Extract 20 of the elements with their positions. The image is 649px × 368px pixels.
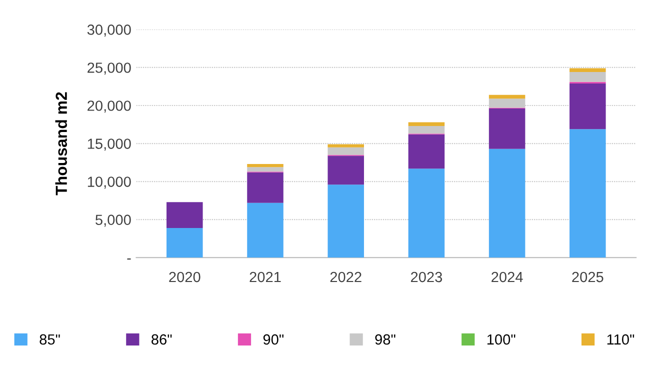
y-tick-label: 10,000 — [88, 176, 131, 189]
x-tick-label: 2023 — [410, 272, 442, 282]
x-tick-label: 2024 — [492, 272, 523, 282]
y-tick-label: 5,000 — [96, 214, 131, 227]
y-tick-label: 20,000 — [88, 100, 131, 113]
y-tick-label: - — [127, 258, 131, 260]
legend-label: 100" — [487, 334, 516, 345]
x-tick-label: 2025 — [572, 272, 604, 282]
y-axis-title: Thousand m2 — [55, 92, 68, 196]
x-tick-label: 2022 — [330, 272, 362, 282]
x-tick-label: 2021 — [250, 272, 281, 282]
legend-label: 90" — [263, 334, 284, 345]
legend-label: 86" — [152, 334, 172, 345]
legend-label: 110" — [607, 334, 634, 345]
x-tick-label: 2020 — [169, 272, 200, 282]
y-tick-label: 15,000 — [88, 138, 131, 151]
legend-label: 85" — [40, 334, 60, 345]
y-tick-label: 30,000 — [87, 24, 131, 37]
legend-label: 98" — [375, 334, 396, 345]
y-tick-label: 25,000 — [88, 62, 131, 75]
